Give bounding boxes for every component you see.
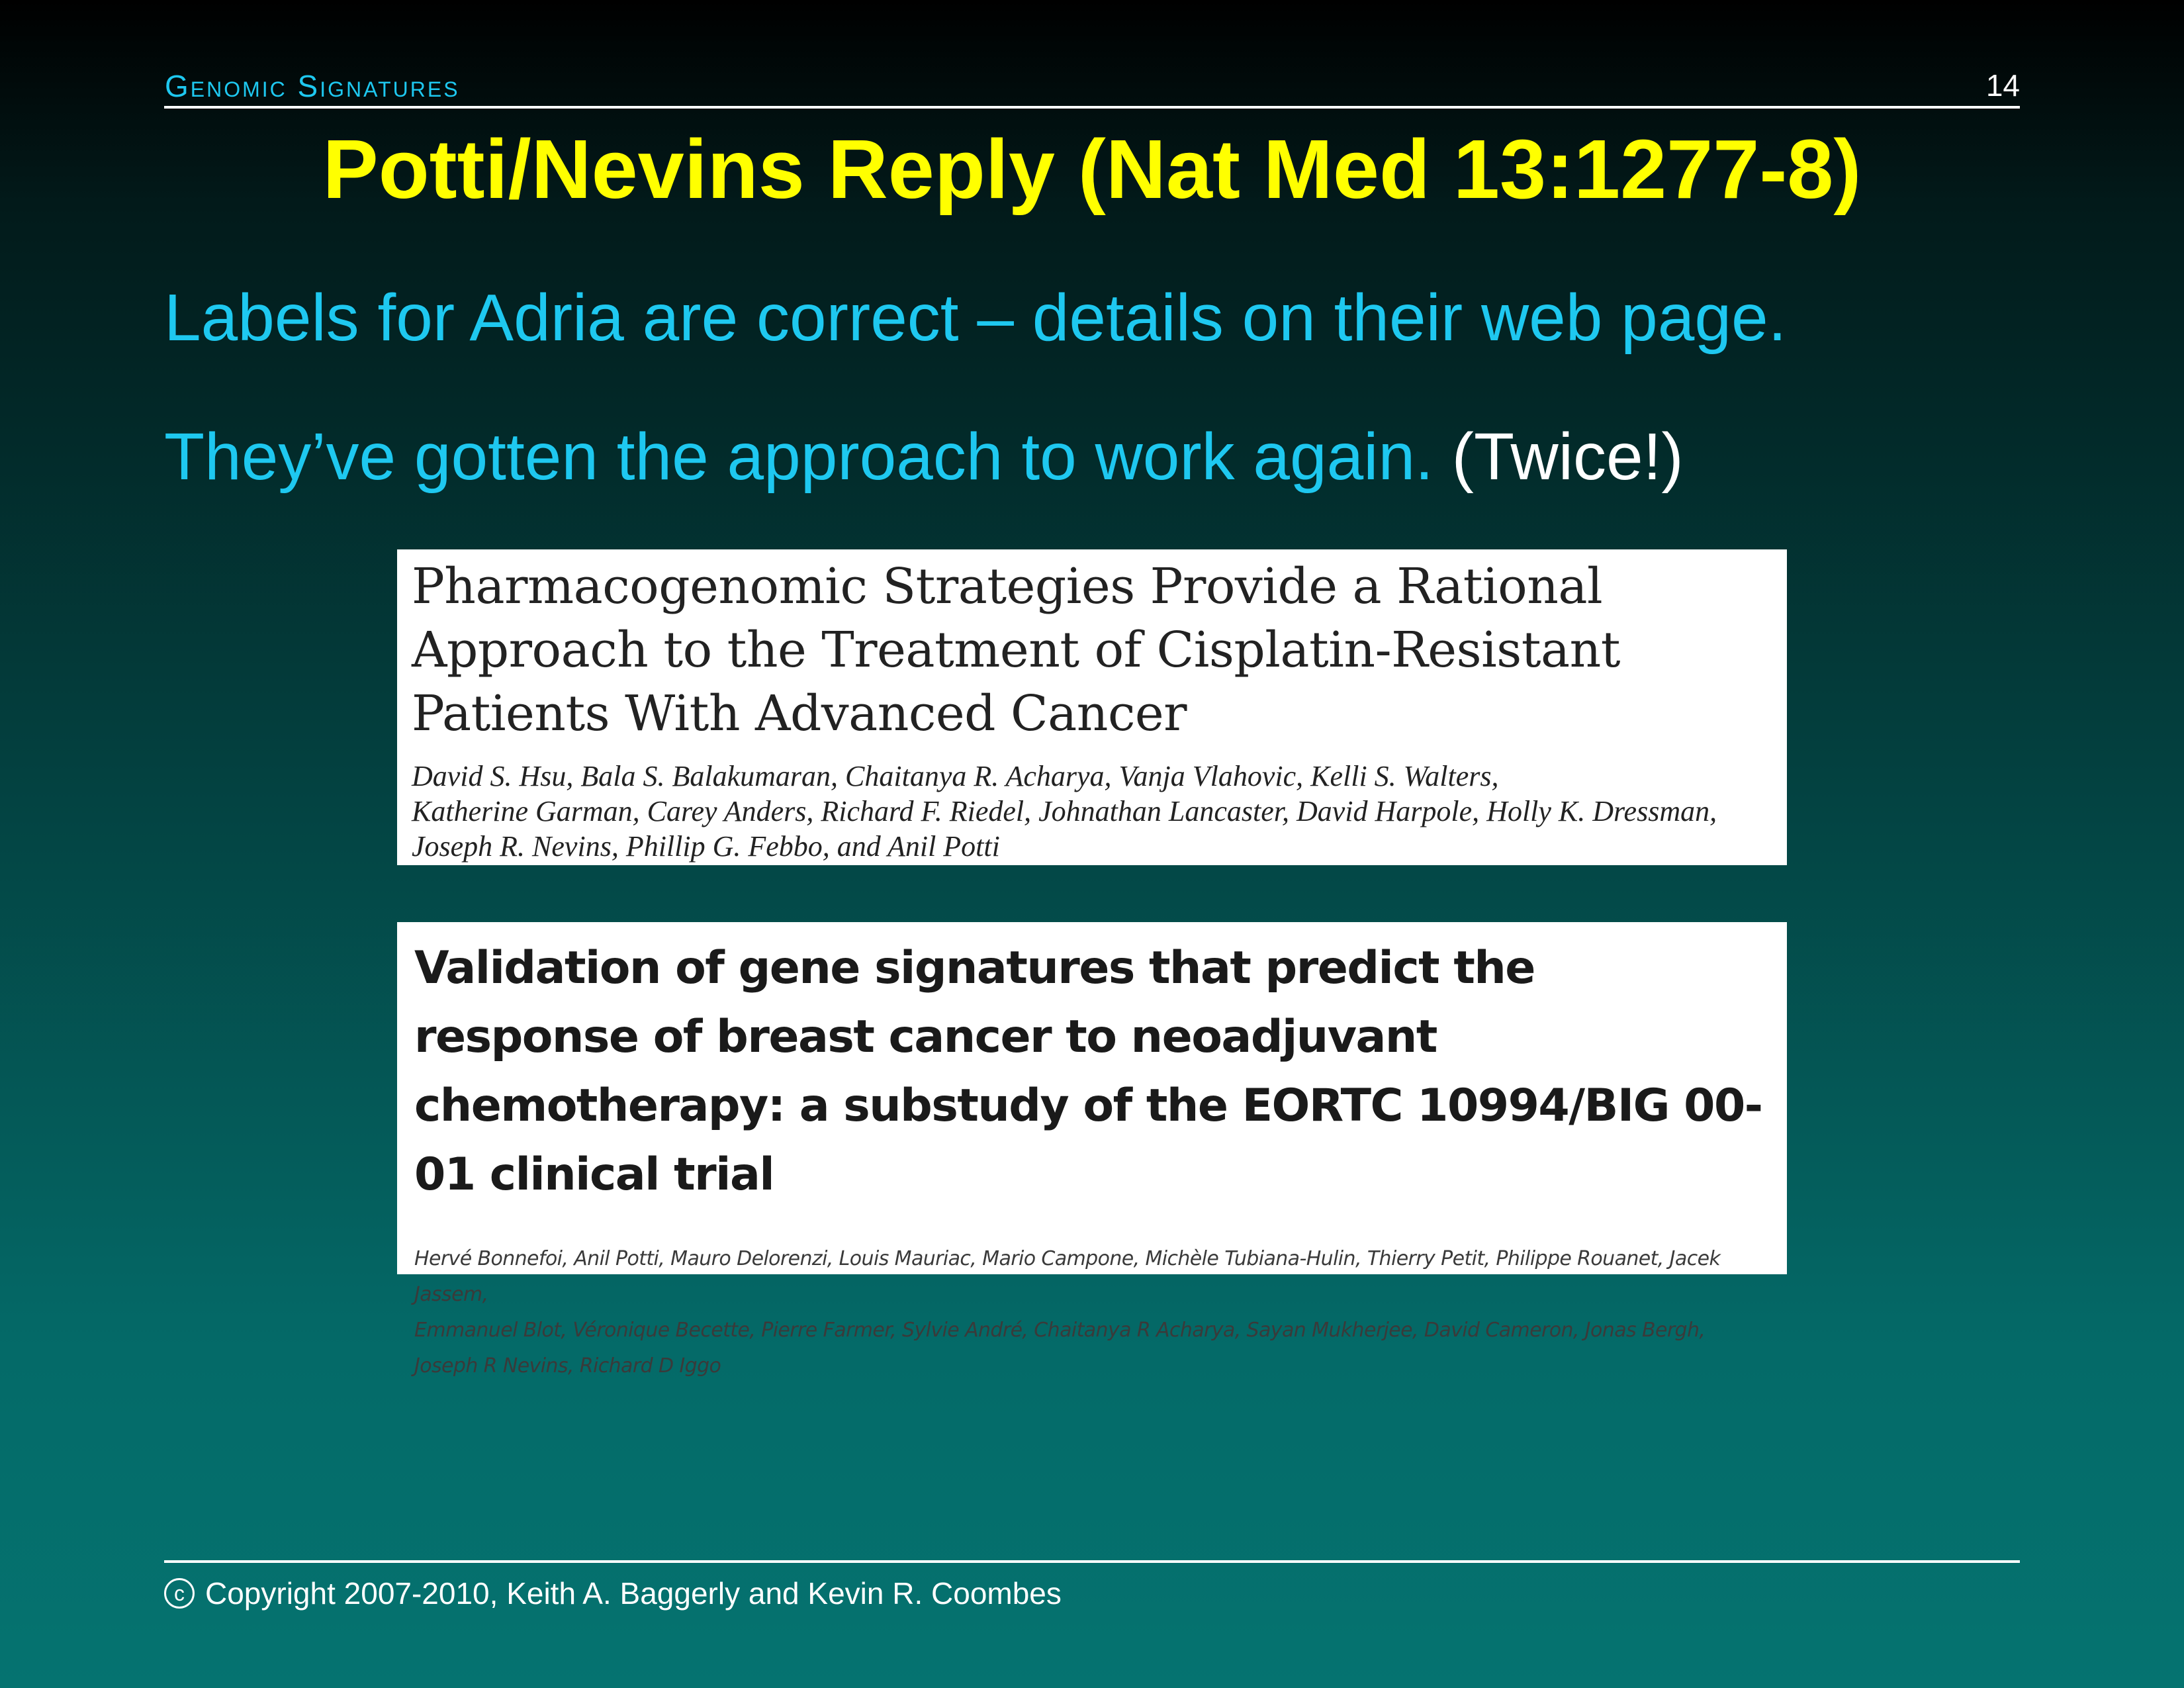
- copyright-icon: c: [164, 1578, 195, 1609]
- footer: c Copyright 2007-2010, Keith A. Baggerly…: [164, 1575, 1062, 1611]
- header-divider: [164, 106, 2020, 109]
- paper-2-title: Validation of gene signatures that predi…: [414, 942, 1763, 1201]
- paper-citation-2: Validation of gene signatures that predi…: [397, 922, 1787, 1378]
- bullet-2-text: They’ve gotten the approach to work agai…: [164, 420, 1452, 494]
- slide-title: Potti/Nevins Reply (Nat Med 13:1277-8): [322, 122, 1862, 216]
- copyright-text: Copyright 2007-2010, Keith A. Baggerly a…: [205, 1576, 1062, 1611]
- paper-1-title: Pharmacogenomic Strategies Provide a Rat…: [412, 558, 1620, 742]
- page-number: 14: [1985, 68, 2020, 103]
- bullet-1-text: Labels for Adria are correct – details o…: [164, 281, 1787, 355]
- bullet-1: Labels for Adria are correct – details o…: [164, 278, 1786, 357]
- footer-divider: [164, 1560, 2020, 1563]
- section-header: Genomic Signatures: [165, 69, 460, 103]
- paper-citation-1: Pharmacogenomic Strategies Provide a Rat…: [397, 549, 1787, 865]
- paper-2-authors: Hervé Bonnefoi, Anil Potti, Mauro Delore…: [414, 1247, 1721, 1378]
- paper-1-authors: David S. Hsu, Bala S. Balakumaran, Chait…: [412, 760, 1717, 863]
- bullet-2: They’ve gotten the approach to work agai…: [164, 417, 1684, 496]
- bullet-2-highlight: (Twice!): [1451, 420, 1684, 494]
